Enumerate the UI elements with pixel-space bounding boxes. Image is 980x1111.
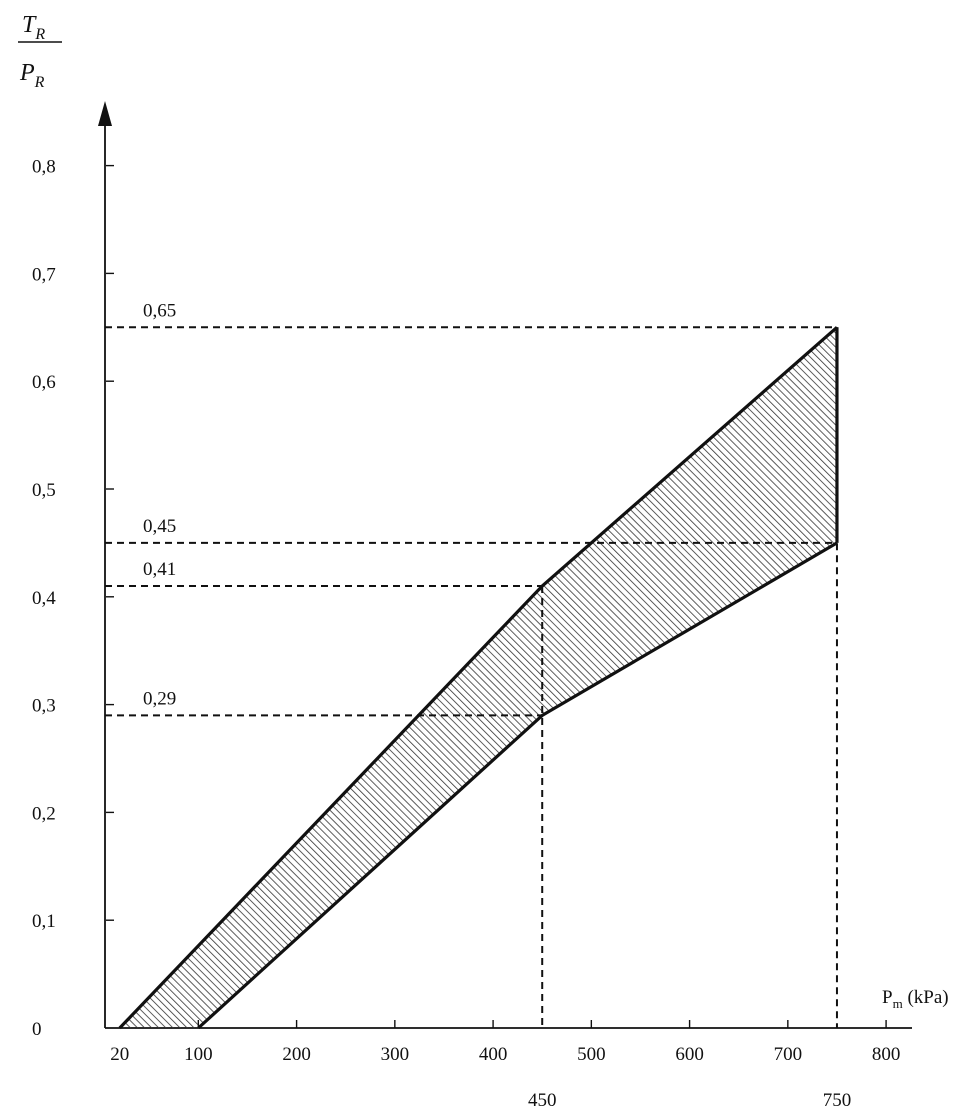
y-tick-label-3: 0,3	[32, 696, 56, 717]
ref-hline-label-0: 0,65	[143, 300, 176, 321]
x-tick-label-0: 100	[184, 1044, 213, 1065]
ref-vline-label-1: 750	[823, 1090, 852, 1111]
y-tick-label-8: 0,8	[32, 157, 56, 178]
y-tick-label-2: 0,2	[32, 803, 56, 824]
x-tick-label-2: 300	[381, 1044, 410, 1065]
svg-text:PR: PR	[19, 60, 45, 91]
ref-hline-label-3: 0,29	[143, 688, 176, 709]
lower-bound-line	[197, 541, 838, 1030]
y-axis-label: TR PR	[18, 12, 62, 91]
y-tick-label-5: 0,5	[32, 480, 56, 501]
y-tick-label-7: 0,7	[32, 264, 56, 285]
y-label-numerator-sub: R	[34, 26, 45, 43]
y-tick-label-0: 0	[32, 1019, 42, 1040]
x-tick-label-4: 500	[577, 1044, 606, 1065]
x-tick-label-6: 700	[774, 1044, 803, 1065]
y-label-denominator-sub: R	[34, 74, 45, 91]
x-extra-label: 20	[110, 1044, 129, 1065]
y-tick-label-6: 0,6	[32, 372, 56, 393]
ref-hline-label-1: 0,45	[143, 516, 176, 537]
y-tick-label-4: 0,4	[32, 588, 56, 609]
upper-bound-line	[118, 326, 839, 1030]
x-tick-label-1: 200	[282, 1044, 311, 1065]
hatched-region	[119, 327, 837, 1028]
ref-hline-label-2: 0,41	[143, 559, 176, 580]
y-label-denominator: P	[19, 60, 35, 86]
y-axis-arrow-icon	[98, 101, 112, 126]
x-tick-label-3: 400	[479, 1044, 508, 1065]
x-tick-label-7: 800	[872, 1044, 901, 1065]
y-tick-label-1: 0,1	[32, 911, 56, 932]
y-label-numerator: T	[22, 12, 37, 38]
ref-vline-label-0: 450	[528, 1090, 557, 1111]
svg-text:TR: TR	[22, 12, 45, 43]
x-axis-label: Pm (kPa)	[882, 987, 949, 1011]
x-tick-label-5: 600	[675, 1044, 704, 1065]
